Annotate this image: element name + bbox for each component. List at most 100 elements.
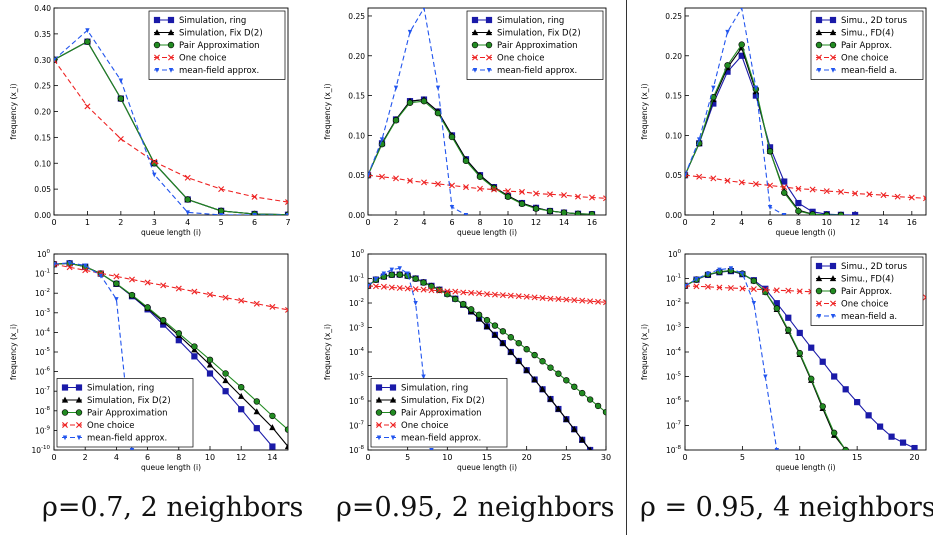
y-axis-label: frequency (x_i) xyxy=(640,324,649,380)
series-line-mf xyxy=(54,29,288,215)
data-point-one xyxy=(571,297,578,304)
legend-label: Simulation, ring xyxy=(87,384,154,394)
legend-marker-mf xyxy=(830,68,836,73)
y-tick-label: 10-4 xyxy=(35,327,51,337)
data-point-mf xyxy=(435,85,441,91)
x-tick-label: 0 xyxy=(51,453,56,462)
data-point-pair xyxy=(184,196,191,203)
data-point-pair xyxy=(594,402,602,410)
data-point-fix xyxy=(475,315,483,322)
legend-label: mean-field approx. xyxy=(179,66,259,76)
data-point-one xyxy=(175,285,182,292)
y-tick-label: 0.20 xyxy=(665,52,682,61)
y-tick-label: 0.00 xyxy=(348,211,365,220)
data-point-mf xyxy=(54,57,57,63)
y-tick-label: 10-5 xyxy=(666,372,682,382)
y-tick-label: 10-4 xyxy=(349,347,365,357)
series-line-mf xyxy=(368,8,467,215)
data-point-fix xyxy=(571,425,578,432)
data-point-pair xyxy=(222,370,229,377)
data-point-pair xyxy=(460,300,467,308)
data-point-pair xyxy=(571,383,578,390)
legend-marker-mf xyxy=(390,435,396,441)
data-point-fix xyxy=(588,446,592,450)
data-point-one xyxy=(796,288,803,295)
legend-marker-pair xyxy=(75,409,83,416)
legend-marker-mf xyxy=(76,435,82,441)
data-point-pair xyxy=(434,109,442,117)
data-point-one xyxy=(696,173,703,180)
data-point-mf xyxy=(67,260,72,266)
data-point-pair xyxy=(602,408,606,416)
y-tick-label: 100 xyxy=(37,249,51,259)
data-point-ring xyxy=(206,370,214,377)
data-point-one xyxy=(750,286,757,293)
legend: Simulation, ring Simulation, Fix D(2) Pair… xyxy=(56,378,194,448)
data-point-fix xyxy=(523,366,530,373)
data-point-pair xyxy=(499,328,507,335)
legend-label: One choice xyxy=(841,54,889,64)
y-tick-label: 0.15 xyxy=(665,92,682,101)
x-axis-label: queue length (i) xyxy=(775,463,835,472)
data-point-one xyxy=(773,287,780,294)
data-point-one xyxy=(407,177,413,184)
data-point-ring xyxy=(899,439,907,446)
data-point-mf xyxy=(767,205,773,210)
x-tick-label: 4 xyxy=(114,453,119,462)
y-axis-label: frequency (x_i) xyxy=(640,83,649,139)
data-point-mf xyxy=(152,172,157,178)
data-point-one xyxy=(412,286,419,293)
x-axis-label: queue length (i) xyxy=(775,228,835,237)
legend-marker-ring xyxy=(153,16,161,24)
legend-marker-mf xyxy=(154,68,160,73)
data-point-one xyxy=(285,199,288,206)
legend-marker-pair xyxy=(389,409,397,416)
y-tick-label: 0.15 xyxy=(34,133,51,142)
legend-marker-one xyxy=(816,54,822,61)
data-point-pair xyxy=(724,62,731,69)
data-point-one xyxy=(595,298,602,305)
data-point-fix xyxy=(491,331,499,338)
x-tick-label: 0 xyxy=(682,218,687,227)
legend: Simu., 2D torus Simu., FD(4) Pair Approx. O… xyxy=(810,256,924,326)
y-tick-label: 0.10 xyxy=(34,159,51,168)
data-point-one xyxy=(539,295,546,301)
x-tick-label: 12 xyxy=(236,453,246,462)
x-tick-label: 16 xyxy=(587,218,597,227)
data-point-pair xyxy=(117,95,125,102)
data-point-one xyxy=(421,179,427,186)
data-point-one xyxy=(253,300,260,307)
x-tick-label: 2 xyxy=(118,218,123,227)
series-line-mf xyxy=(685,267,778,450)
data-point-one xyxy=(285,306,288,313)
data-point-pair xyxy=(819,403,826,410)
legend-marker-mf xyxy=(472,68,478,73)
data-point-pair xyxy=(773,305,781,312)
data-point-pair xyxy=(476,173,484,180)
data-point-fix xyxy=(555,405,562,412)
legend-marker-fix xyxy=(153,29,161,36)
legend-marker-fix xyxy=(815,275,823,282)
x-tick-label: 0 xyxy=(365,218,370,227)
x-tick-label: 4 xyxy=(739,218,744,227)
data-point-one xyxy=(880,192,887,199)
data-point-one xyxy=(563,296,570,303)
column-divider xyxy=(626,0,627,535)
data-point-pair xyxy=(546,207,554,215)
data-point-one xyxy=(823,188,830,195)
data-point-pair xyxy=(560,209,568,215)
x-tick-label: 5 xyxy=(405,453,410,462)
legend-label: One choice xyxy=(841,300,889,310)
data-point-mf xyxy=(774,448,780,450)
data-point-mf xyxy=(728,266,734,272)
data-point-pair xyxy=(781,189,788,196)
x-tick-label: 0 xyxy=(365,453,370,462)
legend-marker-one xyxy=(472,54,478,61)
y-tick-label: 10-6 xyxy=(349,396,365,406)
legend-marker-fix xyxy=(829,275,837,282)
x-tick-label: 8 xyxy=(176,453,181,462)
data-point-ring xyxy=(796,329,803,337)
data-point-one xyxy=(866,191,873,198)
caption-panel-2: ρ=0.95, 2 neighbors xyxy=(336,492,615,523)
legend-marker-one xyxy=(830,54,836,61)
